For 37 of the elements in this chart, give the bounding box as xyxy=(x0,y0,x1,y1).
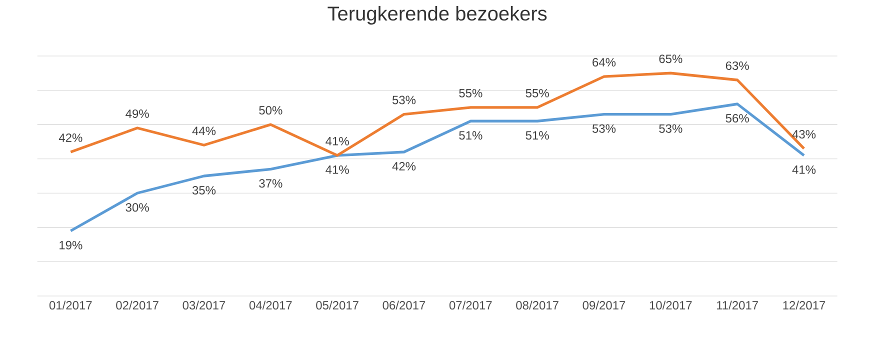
x-tick-label: 07/2017 xyxy=(449,300,492,310)
data-label: 42% xyxy=(392,162,416,170)
data-label: 56% xyxy=(726,114,749,122)
data-label: 43% xyxy=(792,130,816,138)
data-label: 30% xyxy=(126,203,149,212)
x-tick-label: 03/2017 xyxy=(182,300,226,310)
data-label: 19% xyxy=(60,240,82,250)
data-label: 44% xyxy=(192,126,216,135)
data-label: 41% xyxy=(792,165,816,174)
data-label: 55% xyxy=(459,88,482,98)
x-tick-label: 08/2017 xyxy=(516,300,558,310)
data-label: 49% xyxy=(126,109,149,118)
data-label: 35% xyxy=(192,186,216,194)
data-label: 42% xyxy=(58,133,82,142)
data-label: 50% xyxy=(259,106,282,114)
data-label: 63% xyxy=(726,61,749,70)
x-tick-label: 06/2017 xyxy=(382,300,426,310)
x-tick-label: 12/2017 xyxy=(783,300,826,310)
data-label: 55% xyxy=(526,88,549,98)
x-tick-label: 04/2017 xyxy=(249,300,292,310)
x-tick-label: 02/2017 xyxy=(116,300,158,310)
data-label: 64% xyxy=(592,58,616,66)
x-tick-label: 11/2017 xyxy=(717,300,758,310)
chart-title: Terugkerende bezoekers xyxy=(328,6,547,24)
data-label: 53% xyxy=(659,124,682,133)
data-label: 41% xyxy=(326,136,349,146)
x-tick-label: 05/2017 xyxy=(316,300,358,310)
x-tick-label: 01/2017 xyxy=(49,300,92,310)
data-label: 51% xyxy=(526,131,549,140)
data-label: 65% xyxy=(659,54,682,63)
x-tick-label: 10/2017 xyxy=(650,300,692,310)
data-label: 51% xyxy=(459,131,482,140)
x-tick-label: 09/2017 xyxy=(582,300,626,310)
data-label: 41% xyxy=(326,165,349,174)
data-label: 53% xyxy=(592,124,616,133)
data-label: 53% xyxy=(392,96,416,104)
data-label: 37% xyxy=(259,179,282,188)
